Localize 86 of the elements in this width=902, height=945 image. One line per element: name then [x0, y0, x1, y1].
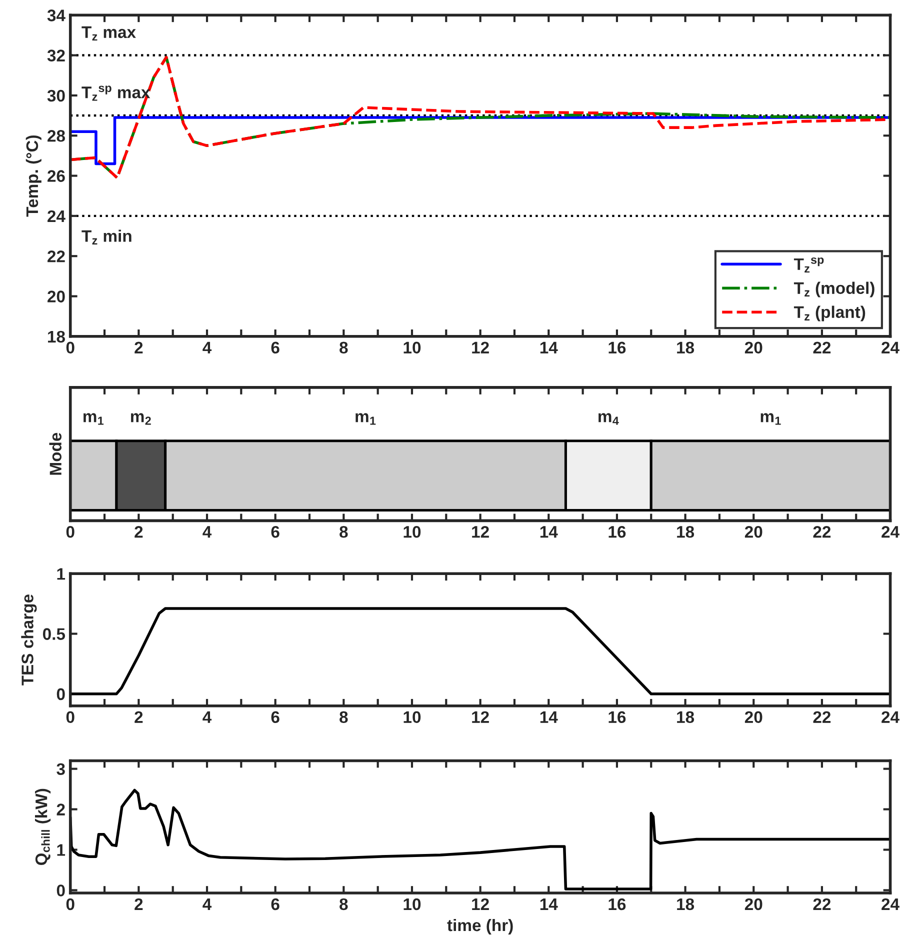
y-tick-label: 2	[56, 804, 65, 816]
y-axis-title: TES charge	[21, 594, 37, 686]
x-tick-label: 18	[677, 342, 694, 354]
legend-label: T$_{z}$ (plant)	[794, 306, 866, 322]
x-tick-label: 20	[744, 711, 762, 724]
x-tick-label: 10	[404, 711, 421, 724]
x-tick-label: 4	[202, 898, 212, 910]
x-tick-label: 10	[404, 526, 421, 538]
x-tick-label: 24	[882, 342, 900, 354]
x-tick-label: 6	[271, 898, 280, 910]
x-tick-label: 24	[882, 526, 900, 538]
x-tick-label: 0	[66, 342, 74, 354]
x-tick-label: 8	[340, 342, 348, 354]
x-tick-label: 14	[540, 342, 558, 354]
x-tick-label: 8	[340, 711, 348, 724]
x-tick-label: 16	[608, 526, 626, 538]
x-tick-label: 2	[134, 898, 143, 910]
series-label: m$_{4}$	[598, 413, 619, 425]
line-series	[70, 788, 890, 890]
x-tick-label: 16	[608, 342, 626, 354]
x-tick-label: 16	[608, 898, 626, 910]
x-tick-label: 18	[677, 526, 694, 538]
series-label: m$_{1}$	[84, 413, 104, 425]
x-tick-label: 10	[404, 342, 421, 354]
y-tick-label: 34	[47, 10, 66, 22]
x-tick-label: 8	[340, 898, 348, 910]
y-axis-title: Q$_{chill}$ (kW)	[35, 788, 51, 866]
y-tick-label: 0.5	[42, 628, 66, 640]
x-tick-label: 14	[540, 526, 558, 538]
x-axis-title: time (hr)	[447, 918, 513, 935]
x-tick-label: 6	[271, 711, 280, 724]
x-tick-label: 8	[340, 526, 348, 538]
ref-line-label: T$_{z}$$^{sp}$ max	[82, 86, 150, 101]
y-tick-label: 1	[57, 844, 66, 856]
x-tick-label: 10	[404, 898, 421, 910]
y-tick-label: 3	[56, 763, 65, 776]
x-tick-label: 22	[813, 342, 831, 354]
legend-label: T$_{z}$$^{sp}$	[794, 257, 824, 273]
x-tick-label: 2	[134, 342, 143, 354]
x-tick-label: 18	[677, 898, 694, 910]
x-tick-label: 16	[608, 711, 626, 724]
y-tick-label: 28	[48, 130, 65, 142]
series-label: m$_{2}$	[131, 413, 151, 425]
x-tick-label: 20	[744, 526, 762, 538]
x-tick-label: 4	[202, 526, 212, 538]
x-tick-label: 12	[472, 898, 489, 910]
legend-label: T$_{z}$ (model)	[794, 282, 874, 298]
x-tick-label: 0	[66, 711, 74, 724]
x-tick-label: 22	[813, 526, 831, 538]
x-tick-label: 22	[813, 711, 831, 723]
ref-line-label: T$_{z}$ max	[82, 26, 136, 41]
x-tick-label: 20	[744, 342, 762, 354]
x-tick-label: 14	[540, 711, 558, 723]
line-series	[70, 607, 890, 696]
x-tick-label: 0	[66, 526, 74, 538]
y-tick-label: 18	[48, 330, 65, 343]
y-tick-label: 30	[47, 90, 65, 102]
y-tick-label: 0	[56, 884, 65, 896]
series-label: m$_{1}$	[760, 413, 781, 425]
x-tick-label: 12	[472, 342, 489, 354]
x-tick-label: 4	[202, 342, 212, 354]
x-tick-label: 14	[540, 898, 558, 910]
y-axis-title: Temp. (°C)	[26, 135, 42, 217]
x-tick-label: 0	[66, 898, 74, 910]
y-tick-label: 20	[48, 290, 65, 302]
x-tick-label: 22	[813, 898, 831, 910]
y-axis-title: Mode	[49, 432, 62, 475]
x-tick-label: 24	[882, 711, 900, 723]
x-tick-label: 12	[472, 526, 489, 538]
x-tick-label: 4	[202, 711, 212, 723]
x-tick-label: 12	[472, 711, 489, 723]
y-tick-label: 0	[56, 688, 65, 700]
x-tick-label: 6	[271, 526, 280, 538]
x-tick-label: 24	[882, 898, 900, 910]
x-tick-label: 20	[744, 898, 762, 910]
y-tick-label: 26	[48, 170, 65, 182]
ref-line-label: T$_{z}$ min	[82, 230, 132, 244]
y-tick-label: 24	[48, 210, 66, 222]
x-tick-label: 2	[134, 711, 143, 723]
y-tick-label: 32	[47, 50, 65, 62]
series-label: m$_{1}$	[356, 413, 376, 425]
x-tick-label: 18	[677, 711, 694, 724]
x-tick-label: 6	[271, 342, 280, 354]
y-tick-label: 1	[57, 568, 66, 580]
y-tick-label: 22	[48, 250, 65, 262]
x-tick-label: 2	[134, 526, 143, 538]
